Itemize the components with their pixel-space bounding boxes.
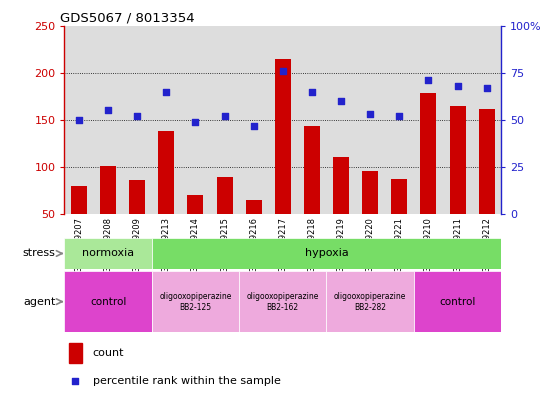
- Text: control: control: [90, 297, 126, 307]
- Point: [104, 107, 113, 114]
- Bar: [421, 94, 436, 214]
- Bar: [71, 186, 87, 214]
- Point: [395, 113, 404, 119]
- Bar: [217, 177, 232, 214]
- Point: [133, 113, 142, 119]
- Text: hypoxia: hypoxia: [305, 248, 348, 259]
- Text: control: control: [440, 297, 475, 307]
- Text: oligooxopiperazine
BB2-162: oligooxopiperazine BB2-162: [246, 292, 319, 312]
- Point: [278, 68, 287, 74]
- Bar: [326, 271, 414, 332]
- Bar: [64, 271, 152, 332]
- Bar: [129, 180, 145, 214]
- Bar: [414, 271, 501, 332]
- Bar: [450, 106, 465, 214]
- Bar: [69, 343, 82, 363]
- Point: [71, 378, 80, 384]
- Point: [307, 88, 316, 95]
- Point: [191, 119, 200, 125]
- Point: [424, 77, 433, 83]
- Point: [337, 98, 346, 104]
- Text: percentile rank within the sample: percentile rank within the sample: [93, 376, 281, 386]
- Text: oligooxopiperazine
BB2-282: oligooxopiperazine BB2-282: [334, 292, 407, 312]
- Bar: [362, 171, 378, 214]
- Text: agent: agent: [24, 297, 55, 307]
- Point: [366, 111, 375, 118]
- Bar: [152, 271, 239, 332]
- Point: [249, 122, 258, 129]
- Point: [162, 88, 171, 95]
- Bar: [239, 271, 326, 332]
- Text: normoxia: normoxia: [82, 248, 134, 259]
- Text: oligooxopiperazine
BB2-125: oligooxopiperazine BB2-125: [159, 292, 232, 312]
- Bar: [333, 157, 349, 214]
- Text: count: count: [93, 348, 124, 358]
- Point: [453, 83, 462, 89]
- Bar: [246, 200, 262, 214]
- Bar: [275, 59, 291, 214]
- Text: stress: stress: [23, 248, 55, 259]
- Bar: [304, 127, 320, 214]
- Text: GDS5067 / 8013354: GDS5067 / 8013354: [60, 11, 195, 24]
- Bar: [64, 238, 152, 269]
- Point: [220, 113, 229, 119]
- Point: [74, 117, 83, 123]
- Bar: [391, 179, 407, 214]
- Bar: [188, 195, 203, 214]
- Bar: [158, 131, 174, 214]
- Bar: [479, 110, 494, 214]
- Point: [482, 84, 491, 91]
- Bar: [152, 238, 501, 269]
- Bar: [100, 166, 116, 214]
